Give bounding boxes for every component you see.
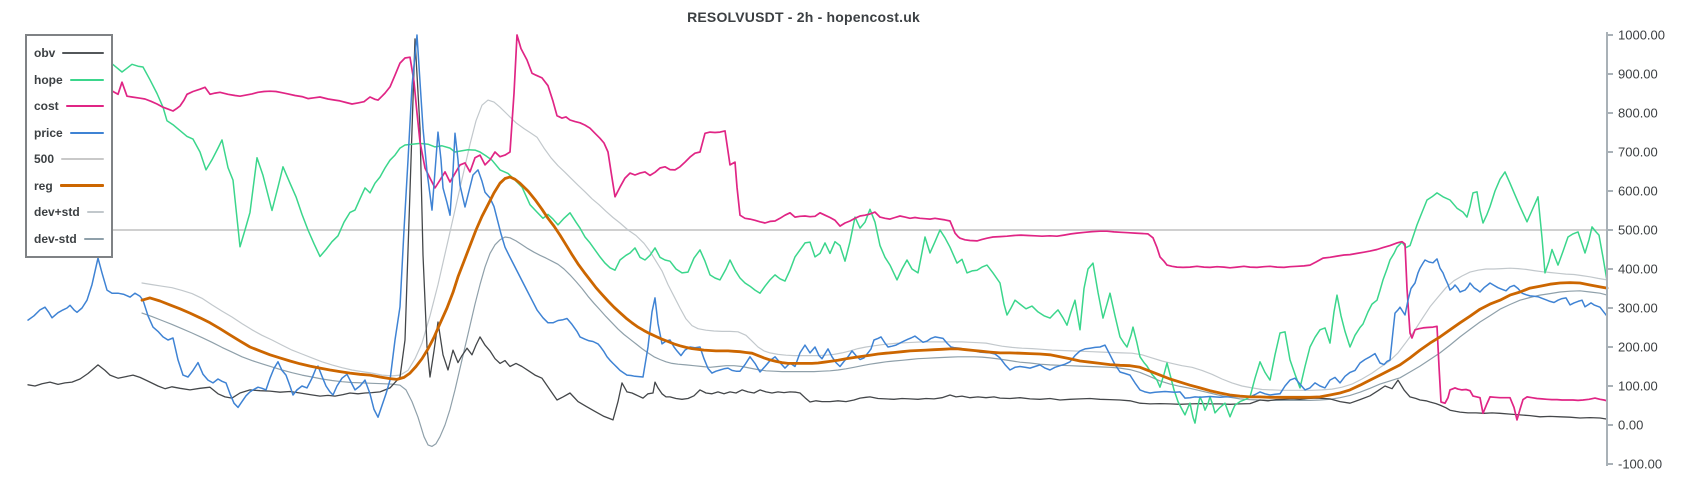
legend-label: 500 — [34, 152, 55, 167]
legend-line-swatch — [59, 184, 104, 188]
legend-item-hope: hope — [34, 67, 104, 94]
legend-item-obv: obv — [34, 40, 104, 67]
y-axis-label: 700.00 — [1618, 145, 1658, 160]
legend-line-swatch — [61, 158, 104, 161]
legend-label: hope — [34, 72, 63, 87]
legend-label: cost — [34, 99, 59, 114]
legend-item-500: 500 — [34, 146, 104, 173]
series-hope — [107, 59, 1608, 424]
y-axis-label: 600.00 — [1618, 184, 1658, 199]
legend-label: dev+std — [34, 205, 80, 220]
series-obv — [27, 38, 1608, 421]
y-axis-label: 1000.00 — [1618, 28, 1665, 43]
y-axis-label: 400.00 — [1618, 262, 1658, 277]
series-reg — [140, 175, 1609, 399]
legend-line-swatch — [69, 131, 104, 134]
y-axis-label: 500.00 — [1618, 223, 1658, 238]
legend-line-swatch — [62, 52, 104, 55]
legend-item-dev-plus-std: dev+std — [34, 199, 104, 226]
legend-label: reg — [34, 178, 53, 193]
legend-item-cost: cost — [34, 93, 104, 120]
y-axis-label: 900.00 — [1618, 67, 1658, 82]
series-dev+std — [141, 99, 1608, 391]
legend-item-dev-minus-std: dev-std — [34, 226, 104, 253]
legend-line-swatch — [69, 78, 104, 81]
legend-line-swatch — [83, 237, 104, 240]
y-axis-label: 200.00 — [1618, 340, 1658, 355]
legend: obv hope cost price 500 reg dev+std dev — [25, 34, 113, 258]
legend-line-swatch — [86, 211, 104, 214]
series-price — [27, 34, 1608, 418]
y-axis-label: 800.00 — [1618, 106, 1658, 121]
legend-label: price — [34, 125, 63, 140]
y-axis-label: 100.00 — [1618, 379, 1658, 394]
y-axis-label: 300.00 — [1618, 301, 1658, 316]
legend-item-price: price — [34, 120, 104, 147]
y-axis-label: -100.00 — [1618, 457, 1662, 472]
legend-item-reg: reg — [34, 173, 104, 200]
series-cost — [107, 34, 1608, 421]
chart-title: RESOLVUSDT - 2h - hopencost.uk — [687, 9, 920, 25]
y-axis-label: 0.00 — [1618, 418, 1643, 433]
series-dev-std — [141, 236, 1608, 447]
legend-label: dev-std — [34, 231, 77, 246]
legend-line-swatch — [65, 105, 104, 108]
legend-label: obv — [34, 46, 56, 61]
